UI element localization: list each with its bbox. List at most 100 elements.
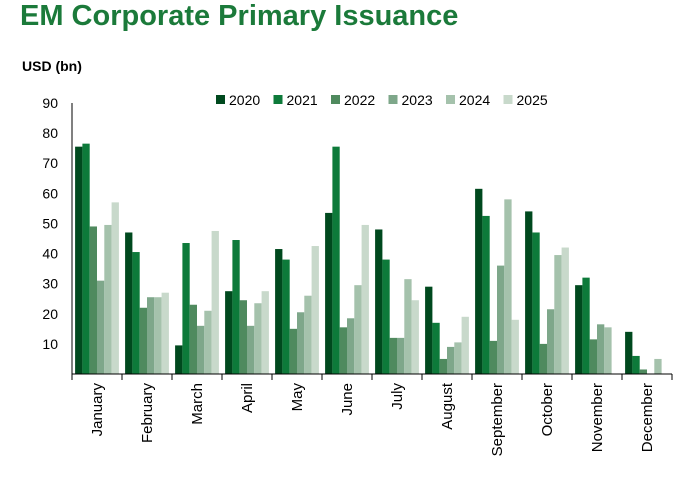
legend-swatch-2024 — [446, 95, 455, 104]
bar-2022-december — [639, 369, 647, 374]
x-tick-label-september: September — [489, 383, 506, 456]
x-tick-label-november: November — [589, 383, 606, 452]
y-tick-label: 30 — [42, 276, 58, 292]
bar-2025-march — [211, 230, 219, 374]
y-tick-label: 80 — [42, 125, 58, 141]
x-tick-label-january: January — [89, 383, 106, 437]
legend-label-2022: 2022 — [344, 92, 375, 108]
bar-2024-april — [254, 303, 262, 374]
bar-2022-april — [239, 300, 247, 374]
bar-2025-october — [561, 247, 569, 374]
y-tick-label: 70 — [42, 155, 58, 171]
y-tick-label: 90 — [42, 95, 58, 111]
y-tick-label: 40 — [42, 246, 58, 262]
bar-2021-november — [582, 277, 590, 374]
x-tick-label-march: March — [189, 383, 206, 425]
bar-2022-october — [539, 343, 547, 374]
bar-2020-september — [475, 188, 483, 374]
x-tick-label-may: May — [289, 383, 306, 412]
x-tick-label-december: December — [639, 383, 656, 452]
legend-swatch-2022 — [331, 95, 340, 104]
bar-2023-october — [547, 309, 555, 374]
y-tick-label: 60 — [42, 185, 58, 201]
bar-2023-may — [297, 312, 305, 374]
bar-2022-september — [489, 340, 497, 374]
bar-2020-april — [225, 291, 233, 374]
legend-swatch-2020 — [216, 95, 225, 104]
bar-2020-december — [625, 331, 633, 374]
bar-2025-april — [261, 291, 269, 374]
bar-2020-may — [275, 249, 283, 374]
chart-title: EM Corporate Primary Issuance — [20, 0, 459, 32]
bar-2021-april — [232, 240, 240, 374]
legend-label-2020: 2020 — [229, 92, 260, 108]
x-tick-label-august: August — [439, 382, 456, 430]
y-tick-label: 50 — [42, 215, 58, 231]
bar-2024-january — [104, 224, 112, 374]
y-axis-unit-label: USD (bn) — [22, 58, 82, 74]
bar-2022-march — [189, 304, 197, 374]
x-tick-label-april: April — [239, 383, 256, 413]
bar-2025-july — [411, 300, 419, 374]
legend-label-2021: 2021 — [287, 92, 318, 108]
bar-2024-june — [354, 285, 362, 374]
bar-2022-june — [339, 327, 347, 374]
bar-2023-september — [497, 265, 505, 374]
bar-2020-november — [575, 285, 583, 374]
x-tick-label-july: July — [389, 383, 406, 410]
bar-2023-april — [247, 325, 255, 374]
bar-2024-august — [454, 342, 462, 374]
bar-2022-july — [389, 337, 397, 374]
bar-2020-january — [75, 146, 83, 374]
bars-group — [75, 143, 662, 374]
bar-2025-may — [311, 246, 319, 374]
bar-2024-may — [304, 295, 312, 374]
bar-2020-july — [375, 229, 383, 374]
legend-swatch-2021 — [273, 95, 283, 104]
bar-2023-june — [347, 318, 355, 374]
bar-2021-august — [432, 322, 440, 374]
y-tick-label: 20 — [42, 306, 58, 322]
bar-2022-august — [439, 358, 447, 374]
bar-2021-june — [332, 146, 340, 374]
bar-2024-march — [204, 310, 212, 374]
bar-2024-december — [654, 358, 662, 374]
legend-swatch-2025 — [503, 95, 513, 104]
legend-label-2025: 2025 — [517, 92, 548, 108]
bar-2023-february — [147, 297, 155, 374]
x-tick-label-february: February — [139, 383, 156, 444]
bar-2022-january — [89, 226, 97, 374]
bar-2023-november — [597, 324, 605, 374]
legend-swatch-2023 — [388, 95, 398, 104]
bar-2022-february — [139, 307, 147, 374]
bar-2020-august — [425, 286, 433, 374]
bar-2020-june — [325, 212, 333, 374]
bar-2021-january — [82, 143, 90, 374]
bar-2023-august — [447, 346, 455, 374]
x-tick-label-october: October — [539, 383, 556, 436]
legend-label-2024: 2024 — [459, 92, 490, 108]
x-tick-label-june: June — [339, 383, 356, 416]
bar-2021-july — [382, 259, 390, 374]
bar-2024-february — [154, 297, 162, 374]
bar-2025-august — [461, 316, 469, 374]
bar-2020-february — [125, 232, 133, 374]
bar-2020-october — [525, 211, 533, 374]
bar-2023-march — [197, 325, 205, 374]
bar-2024-november — [604, 327, 612, 374]
legend-label-2023: 2023 — [402, 92, 433, 108]
bar-2021-february — [132, 252, 140, 374]
y-tick-label: 10 — [42, 336, 58, 352]
legend: 2020 2021 2022 2023 2024 2025 — [216, 92, 548, 108]
bar-2025-february — [161, 292, 169, 374]
bar-2022-may — [289, 328, 297, 374]
bar-2022-november — [589, 339, 597, 374]
bar-2024-july — [404, 279, 412, 374]
bar-2024-october — [554, 255, 562, 374]
bar-2025-june — [361, 224, 369, 374]
bar-2021-october — [532, 232, 540, 374]
bar-2025-september — [511, 319, 519, 374]
bar-2020-march — [175, 345, 183, 374]
bar-2021-december — [632, 355, 640, 374]
